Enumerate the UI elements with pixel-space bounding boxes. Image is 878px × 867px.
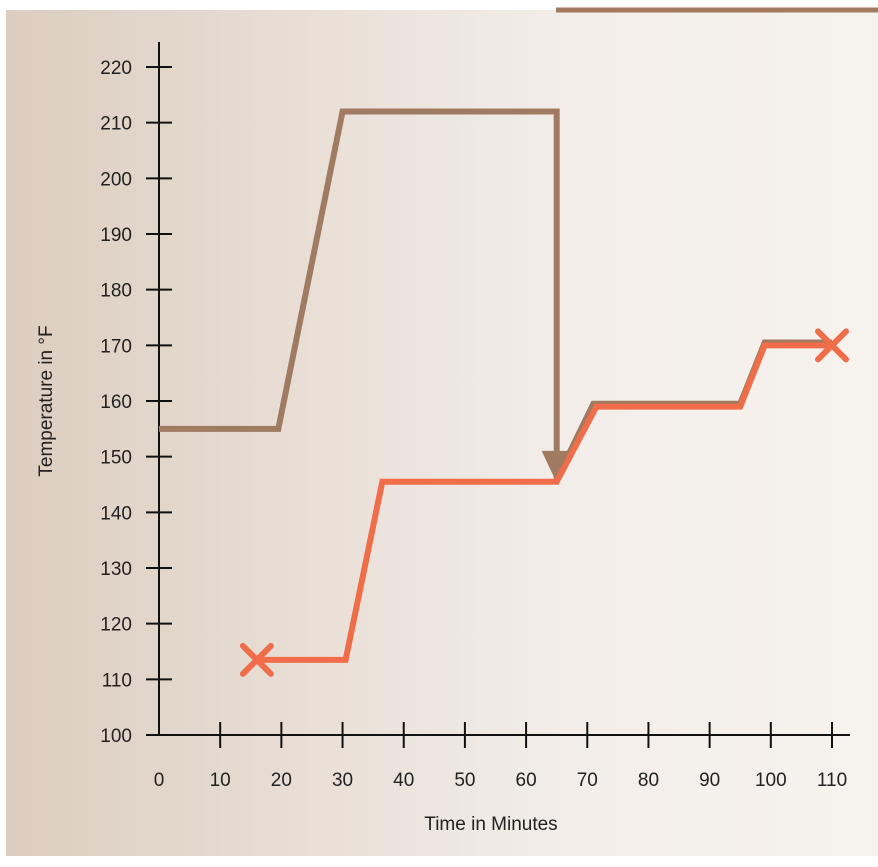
x-tick-label: 50 (454, 770, 475, 791)
y-tick-label: 150 (100, 448, 132, 469)
y-tick-label: 140 (100, 503, 132, 524)
y-tick-label: 220 (100, 58, 132, 79)
x-tick-label: 90 (699, 770, 720, 791)
y-tick-label: 200 (100, 169, 132, 190)
series-2-x-marker (815, 328, 849, 363)
y-tick-label: 160 (100, 392, 132, 413)
x-tick-label: 0 (154, 770, 165, 791)
y-tick-label: 190 (100, 225, 132, 246)
x-tick-label: 110 (817, 770, 847, 791)
y-tick-label: 130 (100, 559, 132, 580)
x-tick-label: 100 (755, 770, 787, 791)
x-tick-label: 80 (638, 770, 659, 791)
series-2-line (256, 342, 832, 663)
y-tick-label: 110 (102, 670, 132, 691)
y-tick-label: 100 (100, 726, 132, 747)
chart-background (6, 10, 878, 856)
x-tick-label: 10 (210, 770, 231, 791)
series-layer (159, 108, 849, 677)
y-tick-label: 120 (100, 615, 132, 636)
series-2-x-marker (239, 642, 274, 677)
y-tick-label: 170 (100, 336, 132, 357)
y-tick-label: 180 (100, 281, 132, 302)
x-tick-label: 20 (271, 770, 292, 791)
x-marker-stroke (815, 328, 849, 363)
x-tick-label: 70 (577, 770, 598, 791)
x-tick-label: 60 (516, 770, 537, 791)
x-axis-title: Time in Minutes (424, 814, 557, 835)
axes: 100 110 120 130 140 150 160 170 180 190 200 210 220 0… (100, 42, 850, 791)
y-tick-label: 210 (100, 114, 132, 135)
x-tick-label: 40 (393, 770, 414, 791)
x-tick-label: 30 (332, 770, 353, 791)
y-axis-title: Temperature in °F (36, 325, 57, 476)
x-marker-stroke (239, 642, 274, 677)
series-1-arrowhead (541, 450, 572, 483)
